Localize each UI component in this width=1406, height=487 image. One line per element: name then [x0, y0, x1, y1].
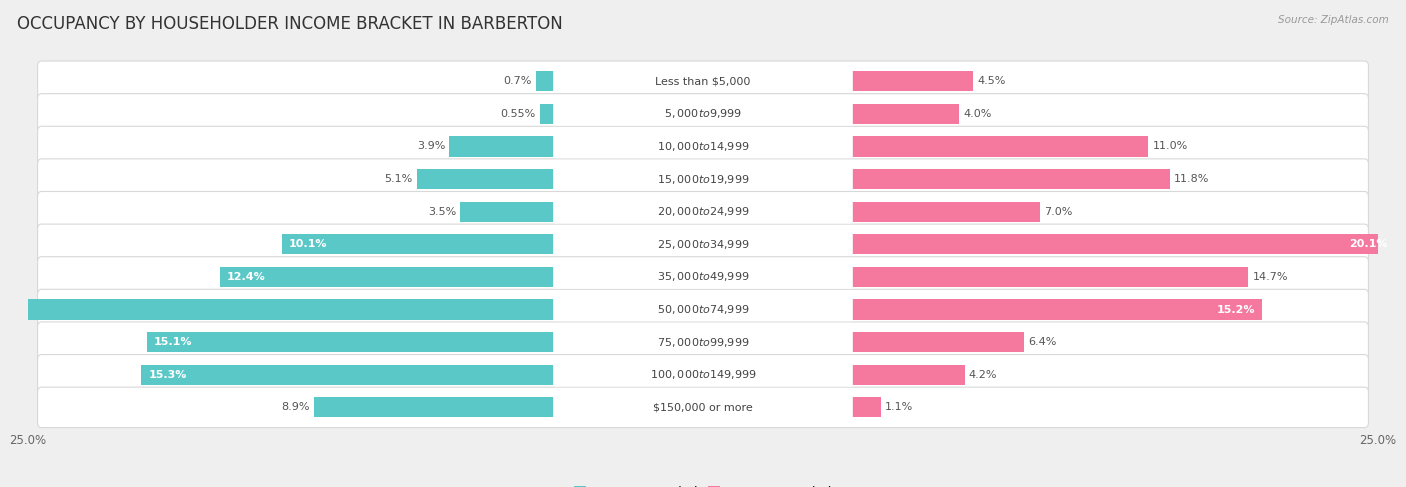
Bar	[852, 397, 882, 417]
Bar	[852, 71, 973, 92]
FancyBboxPatch shape	[553, 265, 853, 289]
FancyBboxPatch shape	[38, 355, 1368, 395]
Bar	[852, 365, 965, 385]
Text: 11.0%: 11.0%	[1153, 142, 1188, 151]
Text: 15.1%: 15.1%	[153, 337, 193, 347]
FancyBboxPatch shape	[38, 387, 1368, 428]
Text: $25,000 to $34,999: $25,000 to $34,999	[657, 238, 749, 251]
Text: Less than $5,000: Less than $5,000	[655, 76, 751, 86]
Text: $150,000 or more: $150,000 or more	[654, 402, 752, 412]
FancyBboxPatch shape	[38, 322, 1368, 362]
Text: 0.7%: 0.7%	[503, 76, 531, 86]
Text: $50,000 to $74,999: $50,000 to $74,999	[657, 303, 749, 316]
Text: $15,000 to $19,999: $15,000 to $19,999	[657, 172, 749, 186]
FancyBboxPatch shape	[38, 257, 1368, 297]
Bar	[536, 71, 554, 92]
FancyBboxPatch shape	[38, 61, 1368, 101]
Text: 15.3%: 15.3%	[148, 370, 187, 380]
FancyBboxPatch shape	[38, 159, 1368, 199]
Text: $10,000 to $14,999: $10,000 to $14,999	[657, 140, 749, 153]
Bar	[460, 202, 554, 222]
FancyBboxPatch shape	[553, 168, 853, 191]
FancyBboxPatch shape	[553, 102, 853, 126]
FancyBboxPatch shape	[553, 200, 853, 224]
FancyBboxPatch shape	[553, 330, 853, 354]
FancyBboxPatch shape	[553, 395, 853, 419]
Bar	[852, 267, 1249, 287]
Text: 11.8%: 11.8%	[1174, 174, 1209, 184]
Bar	[540, 104, 554, 124]
Text: 0.55%: 0.55%	[501, 109, 536, 119]
Text: $75,000 to $99,999: $75,000 to $99,999	[657, 336, 749, 349]
Bar	[852, 332, 1024, 352]
Text: 20.1%: 20.1%	[1348, 239, 1388, 249]
Bar	[142, 365, 554, 385]
Text: OCCUPANCY BY HOUSEHOLDER INCOME BRACKET IN BARBERTON: OCCUPANCY BY HOUSEHOLDER INCOME BRACKET …	[17, 15, 562, 33]
FancyBboxPatch shape	[38, 191, 1368, 232]
Bar	[281, 234, 554, 254]
Text: 8.9%: 8.9%	[281, 402, 311, 412]
Text: 3.9%: 3.9%	[416, 142, 446, 151]
FancyBboxPatch shape	[553, 70, 853, 93]
Text: 7.0%: 7.0%	[1045, 206, 1073, 217]
Text: 3.5%: 3.5%	[427, 206, 456, 217]
FancyBboxPatch shape	[38, 126, 1368, 167]
FancyBboxPatch shape	[38, 289, 1368, 330]
Bar	[852, 104, 959, 124]
Bar	[852, 300, 1261, 319]
Text: 14.7%: 14.7%	[1253, 272, 1288, 282]
Text: $100,000 to $149,999: $100,000 to $149,999	[650, 368, 756, 381]
Text: 4.0%: 4.0%	[963, 109, 991, 119]
Text: 1.1%: 1.1%	[886, 402, 914, 412]
Bar	[146, 332, 554, 352]
FancyBboxPatch shape	[553, 298, 853, 321]
Bar	[0, 300, 554, 319]
Text: $35,000 to $49,999: $35,000 to $49,999	[657, 270, 749, 283]
Bar	[315, 397, 554, 417]
Text: 15.2%: 15.2%	[1216, 304, 1256, 315]
Legend: Owner-occupied, Renter-occupied: Owner-occupied, Renter-occupied	[568, 481, 838, 487]
Text: 4.5%: 4.5%	[977, 76, 1005, 86]
Text: Source: ZipAtlas.com: Source: ZipAtlas.com	[1278, 15, 1389, 25]
FancyBboxPatch shape	[553, 363, 853, 387]
Bar	[416, 169, 554, 189]
Bar	[852, 234, 1395, 254]
Text: 12.4%: 12.4%	[226, 272, 266, 282]
Text: 10.1%: 10.1%	[288, 239, 328, 249]
Bar	[450, 136, 554, 157]
FancyBboxPatch shape	[38, 224, 1368, 264]
Bar	[219, 267, 554, 287]
Bar	[852, 169, 1170, 189]
Text: 5.1%: 5.1%	[385, 174, 413, 184]
Text: 6.4%: 6.4%	[1028, 337, 1057, 347]
FancyBboxPatch shape	[553, 233, 853, 256]
Text: $5,000 to $9,999: $5,000 to $9,999	[664, 107, 742, 120]
Bar	[852, 136, 1149, 157]
Bar	[852, 202, 1040, 222]
Text: 4.2%: 4.2%	[969, 370, 997, 380]
FancyBboxPatch shape	[553, 135, 853, 158]
FancyBboxPatch shape	[38, 94, 1368, 134]
Text: $20,000 to $24,999: $20,000 to $24,999	[657, 205, 749, 218]
